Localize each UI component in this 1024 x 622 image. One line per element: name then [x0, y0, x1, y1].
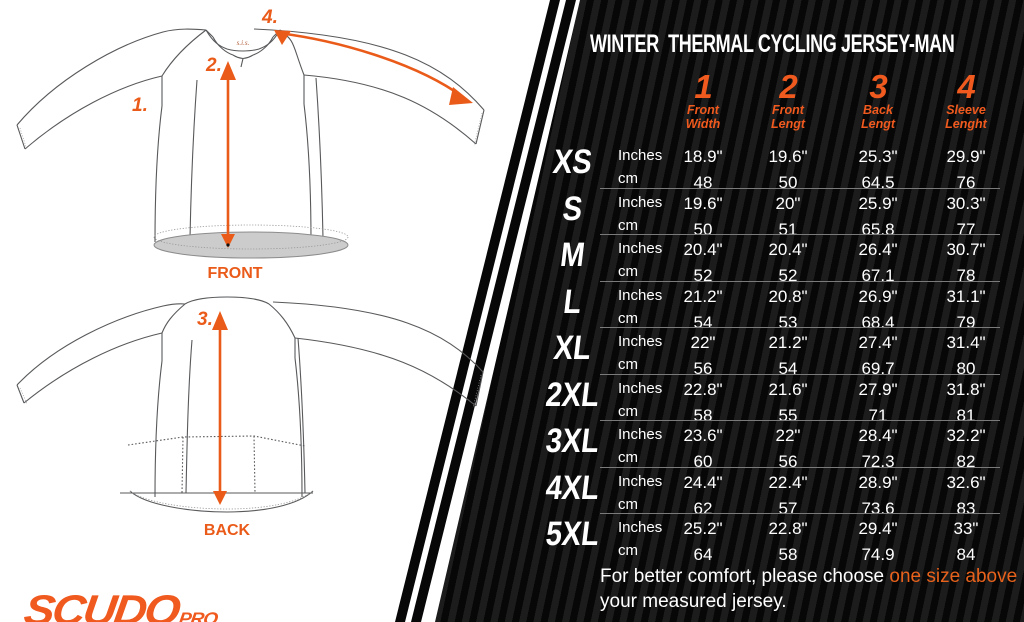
svg-text:3.: 3.	[197, 309, 213, 330]
svg-text:4.: 4.	[261, 7, 278, 28]
svg-text:FRONT: FRONT	[207, 265, 262, 280]
svg-text:s.i.s.: s.i.s.	[237, 39, 250, 47]
svg-text:1.: 1.	[132, 95, 148, 116]
svg-text:BACK: BACK	[204, 522, 251, 539]
svg-text:2.: 2.	[205, 55, 222, 76]
